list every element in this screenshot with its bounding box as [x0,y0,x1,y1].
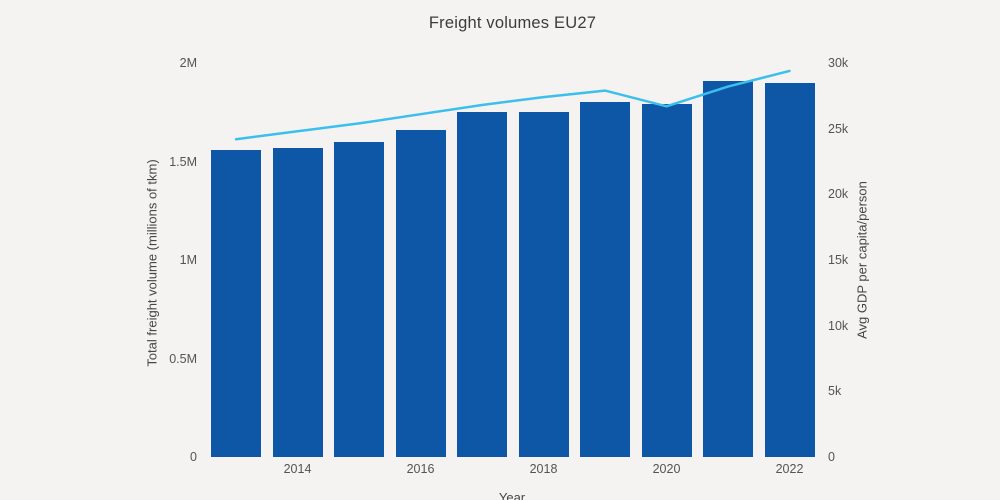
x-tick-2022: 2022 [775,462,804,476]
bar-2021 [703,80,753,457]
y-right-tick-10k: 10k [828,318,849,333]
gdp-line [234,69,791,141]
bar-2017 [457,112,507,457]
y-left-tick-2M: 2M [179,56,197,70]
bar-2014 [272,147,323,457]
bar-2018 [518,112,569,457]
y-axis-right-title: Avg GDP per capita/person [854,181,870,339]
bar-2016 [395,130,446,457]
bar-2015 [334,141,384,457]
y-right-tick-15k: 15k [828,253,849,267]
chart-title: Freight volumes EU27 [428,14,597,32]
y-right-tick-0: 0 [828,450,835,464]
y-right-tick-5k: 5k [828,384,842,399]
x-tick-2016: 2016 [406,462,435,476]
bar-2022 [764,82,815,457]
y-left-tick-0.5M: 0.5M [169,351,197,366]
y-right-tick-25k: 25k [828,121,849,136]
x-axis-title: Year [498,490,526,500]
bar-2019 [580,102,630,457]
x-tick-2018: 2018 [529,462,558,476]
y-left-tick-1M: 1M [179,253,197,267]
x-tick-2014: 2014 [283,462,312,476]
y-left-tick-1.5M: 1.5M [169,154,197,169]
y-left-tick-0: 0 [190,450,197,464]
y-right-tick-30k: 30k [828,56,849,70]
y-right-tick-20k: 20k [828,187,849,202]
x-tick-2020: 2020 [652,462,681,476]
plot-area [205,63,820,457]
bar-2013 [211,149,261,457]
gdp-line-series [234,69,791,141]
bar-2020 [641,104,692,457]
